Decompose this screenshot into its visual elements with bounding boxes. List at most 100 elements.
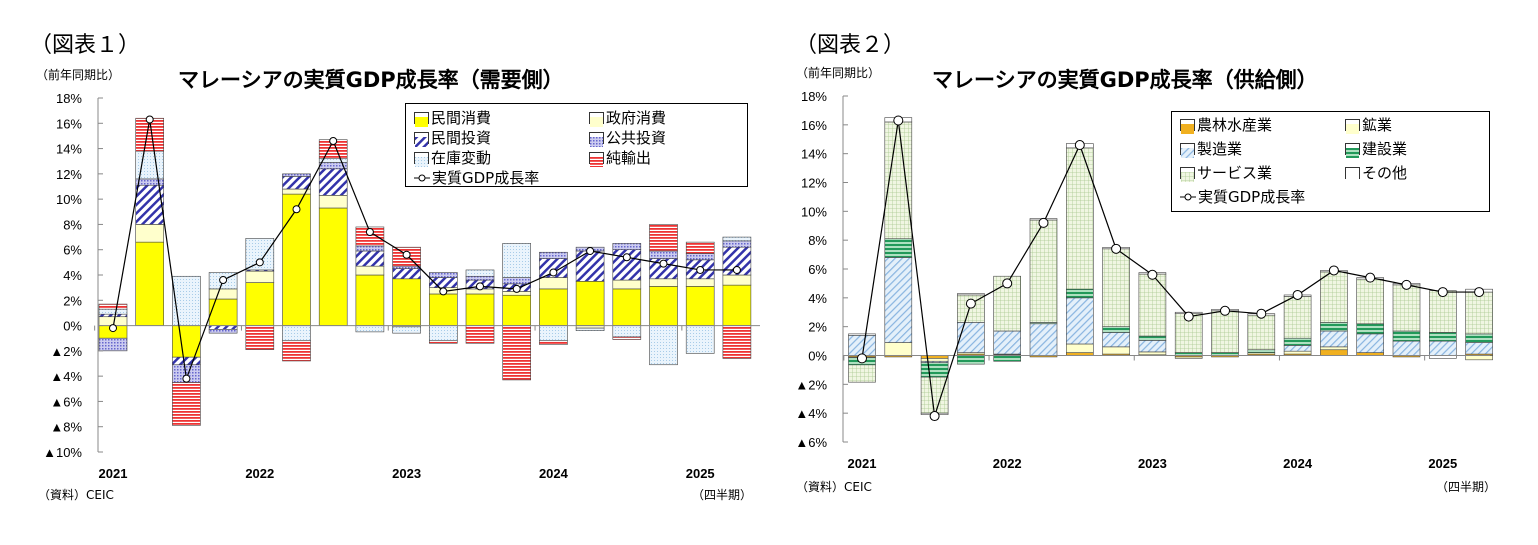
legend-item-3: 製造業 — [1180, 138, 1242, 159]
period-label-2: （四半期） — [1436, 480, 1497, 494]
gdp-growth-point — [109, 324, 117, 333]
bar-segment-3 — [1283, 345, 1312, 352]
bar-segment-3 — [1320, 330, 1348, 348]
bar-segment-1 — [428, 293, 458, 326]
gdp-growth-point — [965, 298, 976, 309]
bar-segment-4 — [1066, 288, 1094, 299]
figure-label-1: （図表１） — [30, 33, 141, 58]
bar-segment-4 — [685, 253, 715, 261]
bar-segment-5 — [502, 243, 532, 278]
gdp-growth-line — [112, 119, 737, 379]
gdp-growth-point — [182, 374, 191, 383]
x-tick-label: 2023 — [1138, 456, 1167, 471]
bar-segment-2 — [1320, 346, 1348, 351]
gdp-growth-point — [439, 287, 448, 296]
legend-item-4: 建設業 — [1345, 138, 1407, 159]
legend-swatch-icon — [1180, 166, 1195, 182]
y-tick-label: 16% — [56, 116, 82, 131]
gdp-growth-point — [1111, 243, 1122, 254]
legend-item-gdp: 実質GDP成長率 — [414, 167, 539, 188]
y-tick-label: 10% — [801, 204, 827, 219]
bar-segment-4 — [612, 243, 642, 251]
figure-label-2: （図表２） — [795, 33, 906, 58]
y-tick-label: 8% — [63, 217, 82, 232]
bar-segment-2 — [1465, 355, 1493, 361]
bar-segment-5 — [465, 269, 495, 277]
y-tick-label: ▲8% — [50, 420, 82, 435]
y-tick-label: 12% — [56, 167, 82, 182]
legend-label: 実質GDP成長率 — [432, 169, 540, 187]
legend-item-2: 鉱業 — [1345, 114, 1392, 135]
gdp-growth-point — [586, 246, 595, 255]
legend-item-2: 政府消費 — [589, 107, 666, 128]
bar-segment-2 — [685, 278, 715, 287]
bar-segment-1 — [465, 293, 495, 326]
gdp-growth-line — [861, 120, 1480, 417]
gdp-growth-point — [857, 353, 867, 364]
bar-segment-1 — [502, 294, 532, 326]
bar-segment-1 — [135, 241, 164, 326]
legend-swatch-icon — [414, 111, 429, 127]
bar-segment-2 — [1138, 351, 1167, 356]
bar-segment-3 — [1356, 333, 1384, 353]
bar-segment-1 — [318, 207, 348, 326]
legend-swatch-icon — [1345, 166, 1360, 182]
chart-title-1: マレーシアの実質GDP成長率（需要側） — [178, 68, 564, 92]
bar-segment-2 — [612, 279, 642, 290]
bar-segment-4 — [1138, 335, 1167, 341]
legend-swatch-icon — [1180, 118, 1195, 134]
bar-segment-3 — [884, 257, 913, 343]
x-tick-label: 2023 — [392, 466, 421, 481]
bar-segment-3 — [848, 335, 876, 356]
gdp-growth-point — [929, 411, 940, 422]
gdp-growth-point — [893, 115, 904, 126]
bar-segment-4 — [355, 245, 385, 252]
bar-segment-5 — [649, 325, 678, 366]
legend-item-1: 民間消費 — [414, 107, 491, 128]
legend-supply: 農林水産業 鉱業 製造業 建設業 サービス業 その他 実質GDP成長率 — [1171, 111, 1490, 212]
gdp-growth-point — [1401, 279, 1412, 290]
x-tick-label: 2021 — [848, 456, 877, 471]
bar-segment-2 — [135, 224, 164, 243]
bar-segment-5 — [1283, 296, 1312, 339]
bar-segment-5 — [1429, 290, 1457, 333]
gdp-growth-point — [1002, 278, 1013, 289]
bar-segment-5 — [722, 236, 752, 242]
bar-segment-1 — [245, 282, 275, 326]
legend-item-3: 民間投資 — [414, 127, 491, 148]
bar-segment-5 — [575, 327, 605, 331]
bar-segment-6 — [282, 340, 311, 362]
legend-label: その他 — [1362, 164, 1408, 182]
bar-segment-2 — [539, 277, 568, 290]
bar-segment-6 — [428, 340, 458, 344]
y-tick-label: 2% — [63, 293, 82, 308]
legend-label: 鉱業 — [1362, 116, 1393, 134]
bar-segment-5 — [920, 376, 949, 414]
bar-segment-5 — [98, 308, 128, 315]
gdp-growth-point — [512, 284, 521, 293]
bar-segment-5 — [1029, 219, 1058, 323]
x-tick-label: 2022 — [993, 456, 1022, 471]
supply-side-chart: 18% 16% 14% 12% 10% 8% 6% 4% 2% 0% ▲2% ▲4% ▲6% 2021 20… — [795, 89, 1493, 471]
gdp-growth-point — [292, 205, 301, 214]
bar-segment-4 — [502, 277, 532, 285]
gdp-growth-point — [1038, 217, 1049, 228]
bar-segment-4 — [957, 355, 985, 365]
legend-label: 民間投資 — [431, 129, 492, 147]
legend-swatch-icon — [589, 111, 604, 127]
chart-title-2: マレーシアの実質GDP成長率（供給側） — [932, 68, 1318, 92]
y-tick-label: 0% — [808, 349, 827, 364]
y-tick-label: 18% — [801, 89, 827, 104]
y-tick-label: ▲6% — [50, 394, 82, 409]
bar-segment-6 — [649, 224, 678, 252]
bar-segment-3 — [575, 250, 605, 282]
bar-segment-3 — [355, 250, 385, 267]
legend-demand: 民間消費 政府消費 民間投資 公共投資 在庫変動 純輸出 実質GDP成長率 — [405, 103, 748, 187]
legend-swatch-icon — [414, 131, 429, 147]
bar-segment-2 — [1102, 346, 1130, 355]
bar-segment-3 — [1429, 340, 1457, 356]
bar-segment-6 — [612, 336, 642, 340]
y-tick-label: 0% — [63, 319, 82, 334]
bar-segment-5 — [1102, 248, 1130, 327]
legend-swatch-icon — [1345, 142, 1360, 158]
